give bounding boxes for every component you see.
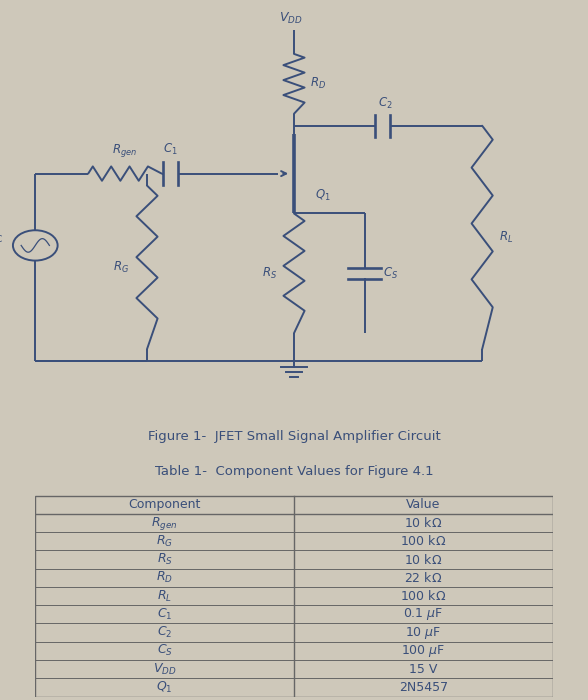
Text: 10 $\mu$F: 10 $\mu$F	[405, 624, 442, 640]
Text: $Q_1$: $Q_1$	[315, 188, 330, 203]
Text: $R_L$: $R_L$	[499, 230, 513, 245]
Text: $V_{DD}$: $V_{DD}$	[279, 11, 303, 26]
Text: Figure 1-  JFET Small Signal Amplifier Circuit: Figure 1- JFET Small Signal Amplifier Ci…	[148, 430, 440, 442]
Text: $R_G$: $R_G$	[156, 533, 173, 549]
Text: AC: AC	[0, 235, 3, 244]
Text: 22 k$\Omega$: 22 k$\Omega$	[404, 570, 443, 584]
Text: $C_S$: $C_S$	[383, 266, 399, 281]
Text: 100 k$\Omega$: 100 k$\Omega$	[400, 534, 446, 548]
Text: 100 $\mu$F: 100 $\mu$F	[401, 643, 446, 659]
Text: $C_1$: $C_1$	[157, 607, 172, 622]
Text: 2N5457: 2N5457	[399, 681, 448, 694]
Text: $R_D$: $R_D$	[310, 76, 326, 92]
Text: $V_{DD}$: $V_{DD}$	[153, 662, 176, 677]
Text: 0.1 $\mu$F: 0.1 $\mu$F	[403, 606, 443, 622]
Text: $R_S$: $R_S$	[262, 266, 278, 281]
Text: $C_2$: $C_2$	[378, 95, 392, 111]
Text: 10 k$\Omega$: 10 k$\Omega$	[404, 552, 443, 566]
Text: 15 V: 15 V	[409, 663, 437, 676]
Text: $C_2$: $C_2$	[157, 625, 172, 640]
Text: Table 1-  Component Values for Figure 4.1: Table 1- Component Values for Figure 4.1	[155, 465, 433, 477]
Text: $R_S$: $R_S$	[156, 552, 173, 567]
Text: $R_{gen}$: $R_{gen}$	[151, 514, 178, 531]
Text: $R_{gen}$: $R_{gen}$	[112, 142, 138, 159]
Text: $C_S$: $C_S$	[156, 643, 173, 659]
Text: $R_G$: $R_G$	[113, 260, 129, 275]
Text: 10 k$\Omega$: 10 k$\Omega$	[404, 516, 443, 530]
Text: $R_L$: $R_L$	[157, 589, 172, 603]
Text: $C_1$: $C_1$	[163, 141, 178, 157]
Text: Component: Component	[128, 498, 201, 511]
Text: $R_D$: $R_D$	[156, 570, 173, 585]
Text: Value: Value	[406, 498, 440, 511]
Text: 100 k$\Omega$: 100 k$\Omega$	[400, 589, 446, 603]
Text: $Q_1$: $Q_1$	[156, 680, 173, 695]
